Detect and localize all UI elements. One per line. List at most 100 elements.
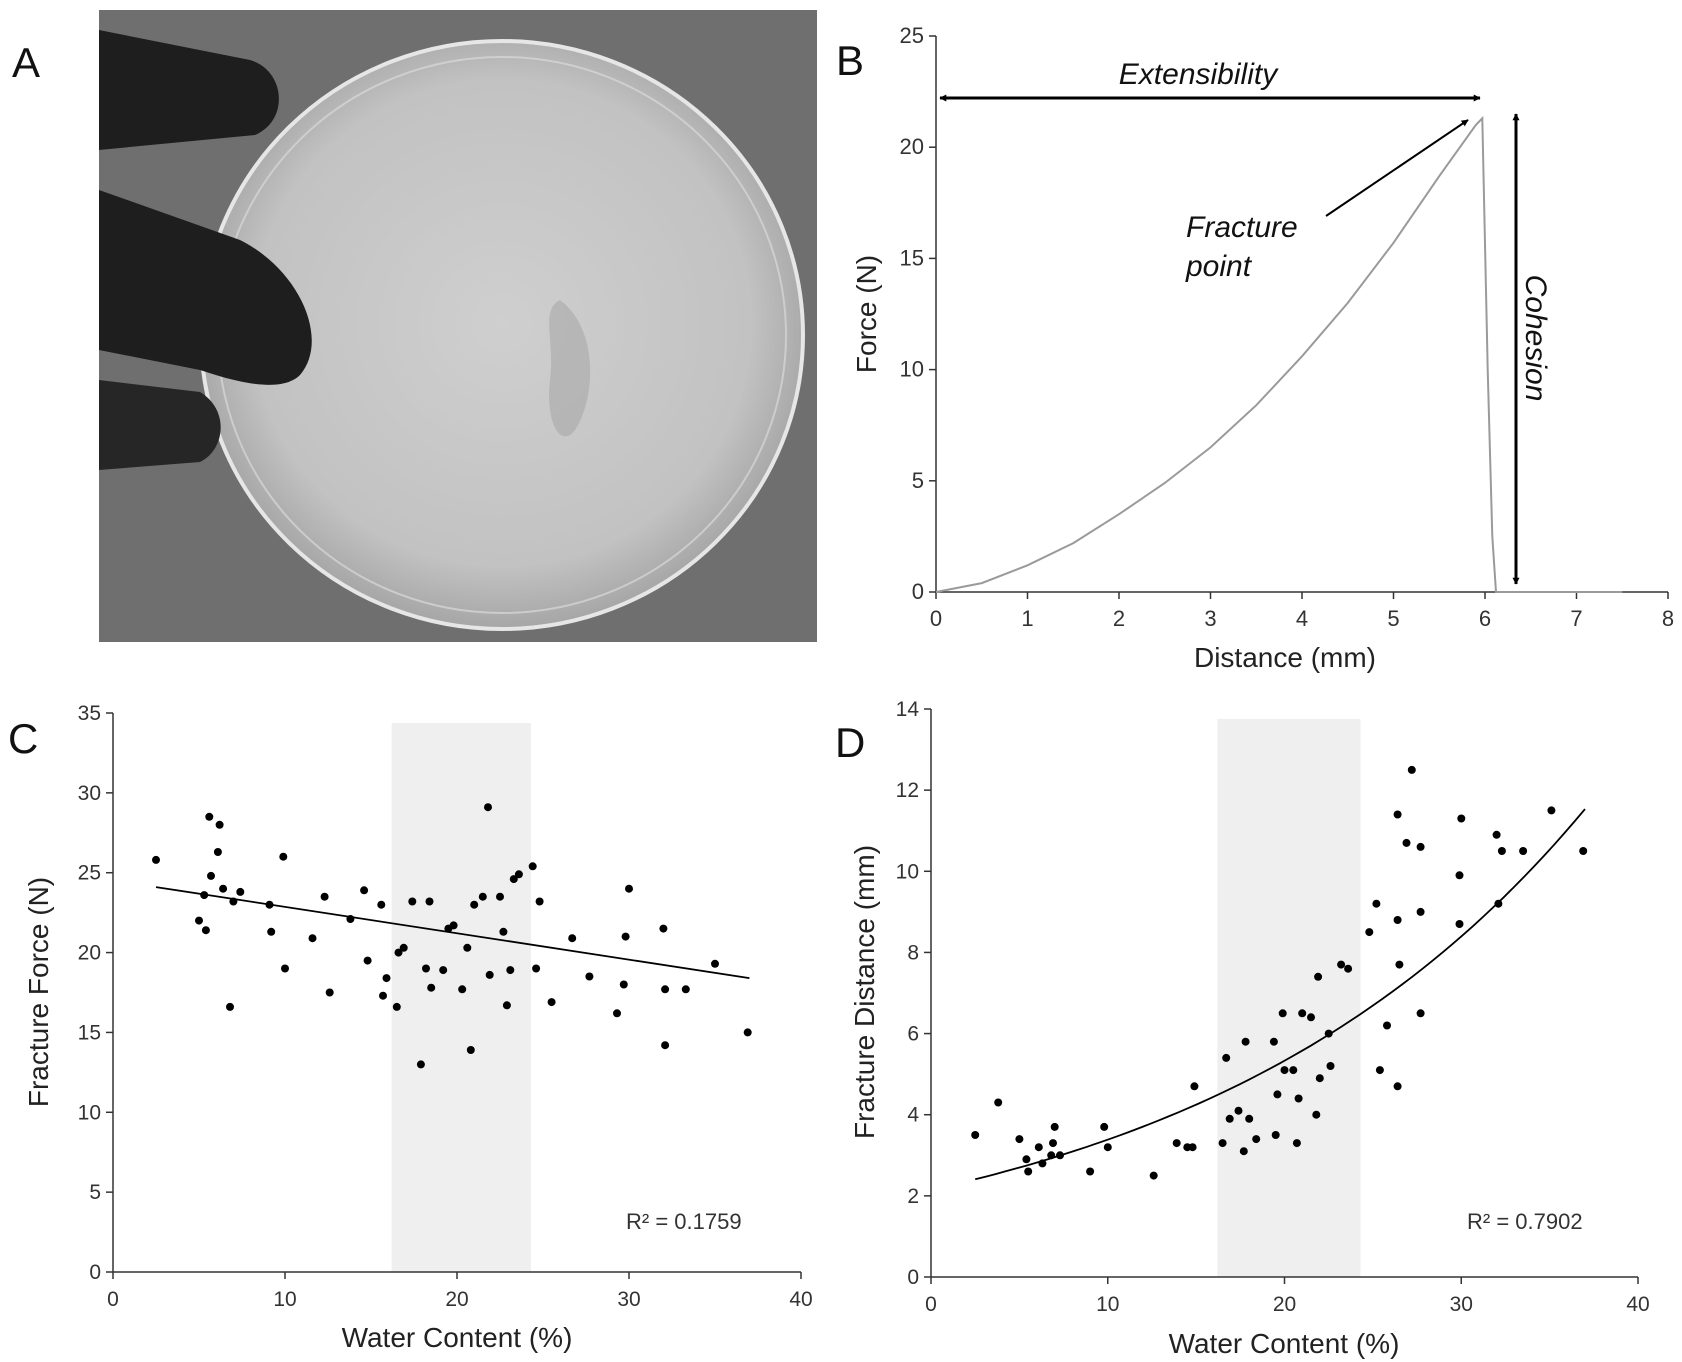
d-data-point <box>1022 1155 1031 1164</box>
fracture-label-line1: Fracture <box>1186 211 1298 244</box>
d-data-point <box>1252 1135 1261 1144</box>
d-y-tick-label: 4 <box>907 1104 919 1127</box>
c-data-point <box>711 959 719 968</box>
b-force-curve <box>935 115 1623 593</box>
c-y-tick-label: 25 <box>78 862 101 885</box>
d-data-point <box>1307 1013 1315 1022</box>
d-data-point <box>1395 960 1404 969</box>
d-data-point <box>1024 1167 1033 1176</box>
c-data-point <box>236 887 245 896</box>
c-data-point <box>363 956 372 965</box>
c-data-point <box>425 897 434 906</box>
d-x-tick-label: 10 <box>1096 1293 1119 1316</box>
c-data-point <box>152 855 160 864</box>
c-data-point <box>422 964 430 973</box>
d-data-point <box>1416 842 1425 851</box>
d-y-tick-label: 12 <box>896 779 919 802</box>
d-optimal-range-shade <box>1217 719 1361 1277</box>
d-data-point <box>1278 1009 1287 1018</box>
b-ticks: 0 1 2 3 4 5 6 7 8 0 5 10 15 20 25 <box>900 23 1675 631</box>
c-data-point <box>325 988 334 997</box>
c-data-point <box>661 985 670 994</box>
c-data-point <box>621 932 630 941</box>
c-data-point <box>502 1001 511 1010</box>
c-data-point <box>743 1028 752 1037</box>
d-data-point <box>1239 1147 1248 1156</box>
c-data-point <box>661 1041 670 1050</box>
d-data-point <box>1050 1122 1059 1131</box>
d-data-point <box>1245 1114 1254 1123</box>
d-y-tick-label: 14 <box>896 698 920 721</box>
c-data-point <box>346 915 355 923</box>
c-data-point <box>439 966 448 975</box>
glove-finger-top <box>99 30 279 150</box>
d-data-point <box>1188 1143 1197 1152</box>
c-data-point <box>463 943 472 952</box>
d-data-point <box>1034 1143 1043 1152</box>
b-y-tick-label: 20 <box>900 134 924 159</box>
c-ticks: 0 10 20 30 40 0 5 10 15 20 25 30 35 <box>78 702 813 1311</box>
d-data-point <box>1289 1066 1298 1075</box>
d-x-tick-label: 20 <box>1273 1293 1296 1316</box>
c-data-point <box>458 985 467 994</box>
c-data-point <box>219 884 228 893</box>
d-y-tick-label: 8 <box>907 941 919 964</box>
c-data-point <box>377 900 386 909</box>
c-data-point <box>506 966 515 975</box>
c-data-point <box>585 972 594 981</box>
c-data-point <box>382 974 391 983</box>
c-y-tick-label: 30 <box>78 782 101 805</box>
d-data-point <box>1294 1094 1303 1103</box>
c-data-point <box>532 964 541 973</box>
b-x-tick-label: 7 <box>1570 606 1582 631</box>
c-x-tick-label: 40 <box>789 1288 812 1311</box>
c-data-point <box>215 820 224 829</box>
d-data-point <box>1049 1139 1057 1148</box>
d-data-point <box>1273 1090 1282 1099</box>
c-data-point <box>320 892 329 901</box>
d-data-point <box>1234 1106 1243 1115</box>
d-data-point <box>1393 1082 1402 1091</box>
d-data-point <box>1344 964 1353 973</box>
d-data-point <box>1100 1122 1109 1131</box>
photo-petri-dish <box>99 10 817 642</box>
d-x-tick-label: 30 <box>1450 1293 1473 1316</box>
d-y-tick-label: 10 <box>896 860 919 883</box>
c-data-point <box>394 948 403 957</box>
c-data-point <box>484 803 492 812</box>
c-data-point <box>625 884 633 893</box>
b-x-tick-label: 3 <box>1204 606 1216 631</box>
dish-smudge <box>549 300 591 437</box>
c-data-point <box>478 892 487 901</box>
c-data-point <box>499 927 508 936</box>
d-data-point <box>1315 1074 1324 1083</box>
c-data-point <box>207 871 215 880</box>
b-x-tick-label: 2 <box>1113 606 1125 631</box>
d-data-point <box>1326 1062 1335 1070</box>
d-data-point <box>1222 1053 1231 1062</box>
c-data-point <box>547 998 556 1007</box>
c-data-point <box>449 921 458 930</box>
b-y-tick-label: 15 <box>900 245 924 270</box>
extensibility-label: Extensibility <box>1119 58 1279 91</box>
b-x-tick-label: 8 <box>1662 606 1674 631</box>
d-data-point <box>1312 1110 1321 1119</box>
d-data-point <box>1271 1131 1280 1139</box>
c-data-point <box>535 897 544 906</box>
c-data-point <box>509 875 518 884</box>
panel-letter-b: B <box>836 37 864 84</box>
c-x-label: Water Content (%) <box>342 1322 573 1353</box>
d-data-point <box>1056 1151 1064 1160</box>
c-data-point <box>279 852 288 861</box>
d-data-point <box>1407 765 1416 774</box>
d-data-point <box>1416 1009 1425 1018</box>
d-data-point <box>1402 838 1411 847</box>
d-data-point <box>1269 1037 1278 1046</box>
c-optimal-range-shade <box>391 723 531 1272</box>
c-data-point <box>427 983 436 992</box>
b-y-label: Force (N) <box>851 255 882 373</box>
d-data-point <box>1457 814 1466 823</box>
b-x-tick-label: 4 <box>1296 606 1308 631</box>
c-x-tick-label: 10 <box>273 1288 296 1311</box>
c-x-tick-label: 30 <box>617 1288 640 1311</box>
